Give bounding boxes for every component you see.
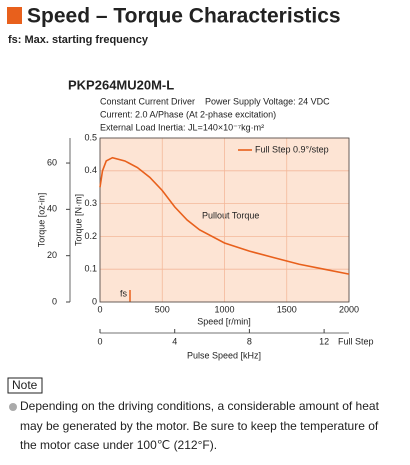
y-tick-label: 0.3	[84, 198, 97, 208]
note-text: may be generated by the motor. Be sure t…	[20, 419, 379, 433]
note-box	[7, 377, 43, 394]
y2-tick-label: 40	[47, 204, 57, 214]
plot-frame	[99, 137, 350, 303]
note-text: Depending on the driving conditions, a c…	[20, 399, 380, 413]
condition: External Load Inertia: JL=140×10⁻⁷kg·m²	[100, 122, 264, 132]
chart-title: PKP264MU20M-L	[68, 77, 174, 92]
y-tick-label: 0.1	[84, 264, 97, 274]
note-label: Note	[12, 378, 38, 392]
x2-tick-label: 4	[172, 336, 177, 346]
legend-label: Full Step 0.9°/step	[255, 144, 329, 154]
condition: Constant Current Driver Power Supply Vol…	[100, 96, 330, 106]
y-tick-label: 0.5	[84, 132, 97, 142]
title-icon	[7, 7, 22, 24]
y2-axis-title: Torque [oz-in]	[36, 193, 46, 248]
x-tick-label: 1500	[277, 304, 297, 314]
torque-curve	[99, 156, 350, 275]
x2-tick-label: 0	[97, 336, 102, 346]
page-title: Speed – Torque Characteristics	[27, 5, 341, 28]
y-tick-label: 0.2	[84, 231, 97, 241]
y2-tick-label: 20	[47, 250, 57, 260]
note-text: the motor case under 100℃ (212°F).	[20, 438, 217, 452]
y-axis-title: Torque [N·m]	[73, 194, 83, 246]
y2-tick-label: 60	[47, 157, 57, 167]
subtitle: fs: Max. starting frequency	[8, 34, 149, 46]
x-tick-label: 2000	[339, 304, 359, 314]
y-tick-label: 0.4	[84, 165, 97, 175]
annotation: fs	[120, 288, 128, 298]
x-axis-title: Speed [r/min]	[197, 316, 251, 326]
annotation: Pullout Torque	[202, 210, 259, 220]
y2-tick-label: 0	[52, 296, 57, 306]
y-tick-label: 0	[92, 296, 97, 306]
bullet	[9, 403, 17, 411]
x2-tick-label: 8	[247, 336, 252, 346]
x-tick-label: 0	[97, 304, 102, 314]
x2-tick-label: 12	[319, 336, 329, 346]
condition: Current: 2.0 A/Phase (At 2-phase excitat…	[100, 109, 276, 119]
x2-note: Full Step	[338, 336, 374, 346]
x-tick-label: 500	[155, 304, 170, 314]
x-tick-label: 1000	[214, 304, 234, 314]
x2-axis-title: Pulse Speed [kHz]	[187, 350, 261, 360]
